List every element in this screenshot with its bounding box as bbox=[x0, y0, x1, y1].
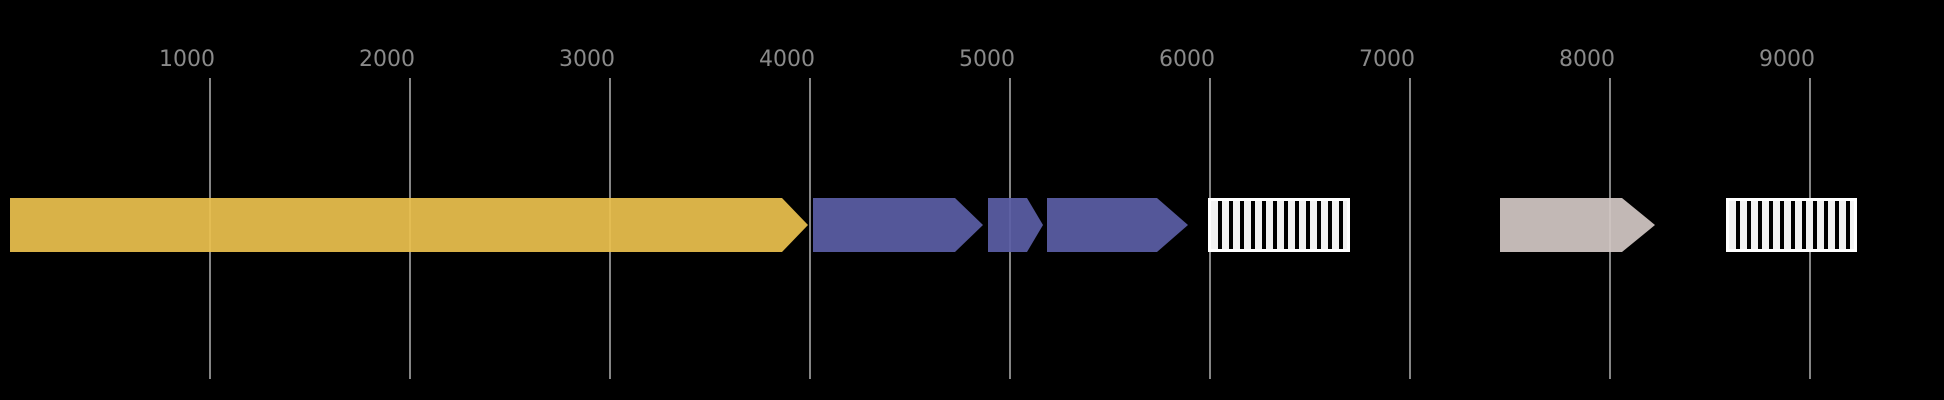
feature-7-hatched-box bbox=[1726, 198, 1857, 252]
feature-2-indigo-arrow bbox=[813, 198, 983, 252]
axis-tick-label-4000: 4000 bbox=[759, 47, 815, 72]
axis-tick-label-9000: 9000 bbox=[1759, 47, 1815, 72]
axis-tick-label-7000: 7000 bbox=[1359, 47, 1415, 72]
feature-6-beige-arrow bbox=[1500, 198, 1655, 252]
feature-4-indigo-arrow bbox=[1047, 198, 1188, 252]
axis-tick-label-8000: 8000 bbox=[1559, 47, 1615, 72]
gridline-4000 bbox=[809, 78, 811, 379]
axis-tick-label-6000: 6000 bbox=[1159, 47, 1215, 72]
feature-5-hatched-box bbox=[1208, 198, 1350, 252]
feature-1-gold-arrow bbox=[10, 198, 808, 252]
gridline-7000 bbox=[1409, 78, 1411, 379]
axis-tick-label-2000: 2000 bbox=[359, 47, 415, 72]
axis-tick-label-1000: 1000 bbox=[159, 47, 215, 72]
axis-tick-label-3000: 3000 bbox=[559, 47, 615, 72]
axis-tick-label-5000: 5000 bbox=[959, 47, 1015, 72]
feature-3-indigo-arrow bbox=[988, 198, 1043, 252]
